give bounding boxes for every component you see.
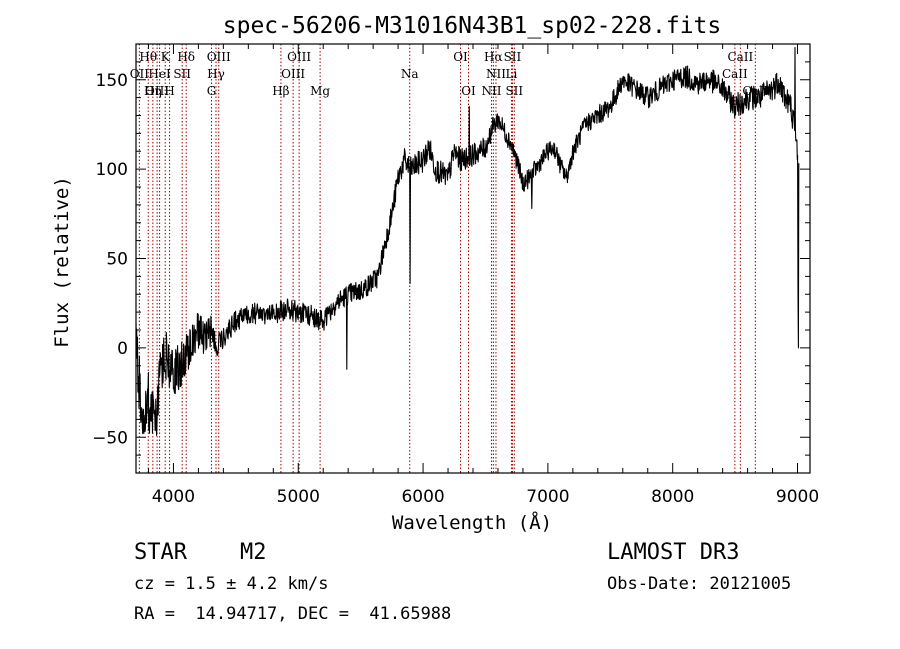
x-axis-ticks: 4000 5000 6000 7000 8000 9000	[147, 44, 819, 507]
line-marker-label: OIII	[145, 84, 169, 98]
redshift-cz: cz = 1.5 ± 4.2 km/s	[134, 574, 328, 594]
line-marker-label: Na	[401, 67, 419, 81]
y-axis-ticks: −50 0 50 100 150	[92, 61, 810, 456]
line-marker-label: Hγ	[207, 67, 225, 81]
line-marker-label: SII	[505, 84, 523, 98]
line-marker-label: H	[164, 84, 174, 98]
line-marker-label: CaII	[727, 50, 753, 64]
object-subclass: M2	[240, 540, 267, 565]
y-axis-label: Flux (relative)	[51, 176, 73, 348]
line-marker-label: K	[161, 50, 171, 64]
y-tick-label: 0	[117, 339, 128, 359]
line-marker-label: G	[207, 84, 217, 98]
line-marker-lines	[138, 44, 756, 473]
line-marker-label: OII	[130, 67, 150, 81]
spectrum-series-line	[136, 47, 800, 436]
survey-release: LAMOST DR3	[607, 540, 739, 565]
y-tick-label: −50	[92, 428, 128, 448]
line-marker-label: NII	[481, 84, 501, 98]
ra-dec-coordinates: RA = 14.94717, DEC = 41.65988	[134, 604, 451, 624]
x-tick-label: 9000	[776, 487, 819, 507]
y-tick-label: 50	[106, 250, 128, 270]
line-marker-label: Hδ	[177, 50, 195, 64]
y-tick-label: 100	[96, 160, 128, 180]
line-marker-label: CaII	[722, 67, 748, 81]
line-marker-label: NII	[486, 67, 506, 81]
line-marker-label: OIII	[287, 50, 311, 64]
line-marker-label: OIII	[207, 50, 231, 64]
plot-frame	[135, 43, 811, 474]
x-tick-label: 5000	[277, 487, 320, 507]
object-class: STAR	[134, 540, 188, 565]
line-marker-label: SII	[504, 50, 522, 64]
x-tick-label: 8000	[651, 487, 694, 507]
line-marker-label: Hθ	[139, 50, 157, 64]
line-marker-label: Mg	[310, 84, 330, 98]
chart-title: spec-56206-M31016N43B1_sp02-228.fits	[223, 13, 722, 39]
line-marker-label: OI	[461, 84, 476, 98]
x-tick-label: 7000	[526, 487, 569, 507]
line-marker-label: Hα	[484, 50, 503, 64]
line-marker-label: OIII	[281, 67, 305, 81]
observation-date: Obs-Date: 20121005	[607, 574, 791, 594]
x-tick-label: 4000	[152, 487, 195, 507]
y-tick-label: 150	[96, 71, 128, 91]
line-marker-label: Hβ	[272, 84, 289, 98]
x-tick-label: 6000	[401, 487, 444, 507]
line-marker-label: HeI	[148, 67, 171, 81]
x-axis-label: Wavelength (Å)	[392, 511, 552, 534]
line-marker-label: SII	[173, 67, 191, 81]
line-marker-label: Li	[506, 67, 518, 81]
line-marker-label: OI	[453, 50, 468, 64]
line-marker-label: Hη	[144, 84, 162, 98]
